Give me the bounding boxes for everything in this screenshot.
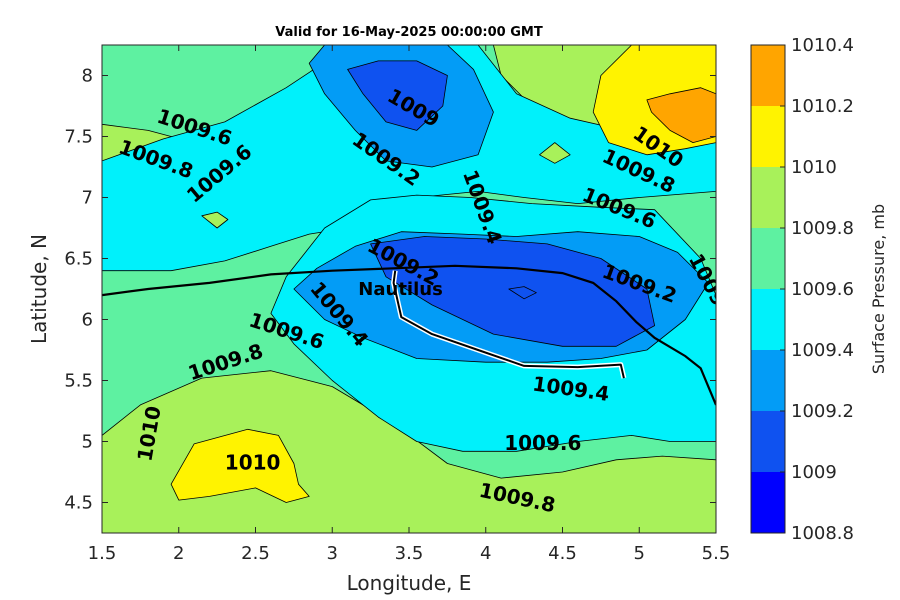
contour-region-16: [646, 87, 716, 144]
x-tick-label-7: 5: [634, 543, 645, 564]
colorbar-swatch-5: [751, 167, 785, 228]
contour-region-4: [102, 370, 716, 533]
coastline: [102, 264, 716, 406]
contour-region-14: [170, 428, 310, 503]
x-tick-label-5: 4: [480, 543, 491, 564]
colorbar-swatch-2: [751, 350, 785, 411]
y-tick-label-7: 8: [82, 66, 93, 87]
colorbar-tick-label-1: 1009: [791, 462, 837, 483]
contour-region-17: [508, 286, 537, 300]
y-tick-label-5: 7: [82, 188, 93, 209]
colorbar-swatch-6: [751, 106, 785, 167]
contour-fills: [102, 45, 716, 533]
contour-region-12: [539, 142, 571, 164]
colorbar-label: Surface Pressure, mb: [869, 204, 888, 374]
x-tick-label-3: 3: [327, 543, 338, 564]
colorbar-tick-label-0: 1008.8: [791, 523, 854, 544]
x-tick-label-2: 2.5: [241, 543, 270, 564]
y-axis-ticks: 4.5 5 5.5 6 6.5 7 7.5 8: [64, 66, 716, 514]
colorbar-tick-label-4: 1009.6: [791, 279, 854, 300]
y-tick-label-6: 7.5: [64, 127, 93, 148]
vessel-track: [392, 270, 625, 379]
colorbar-swatch-3: [751, 289, 785, 350]
contour-label-19: 1010: [225, 451, 281, 475]
colorbar-tick-label-6: 1010: [791, 157, 837, 178]
x-tick-label-0: 1.5: [88, 543, 117, 564]
x-tick-label-4: 3.5: [395, 543, 424, 564]
vessel-label: Nautilus: [358, 279, 443, 300]
colorbar-swatch-1: [751, 411, 785, 472]
colorbar-swatch-0: [751, 472, 785, 533]
colorbar-tick-label-2: 1009.2: [791, 401, 854, 422]
x-axis-label: Longitude, E: [347, 571, 472, 595]
contour-region-11: [347, 60, 448, 131]
y-axis-label: Latitude, N: [27, 234, 51, 344]
colorbar-swatch-4: [751, 228, 785, 289]
x-tick-label-8: 5.5: [702, 543, 731, 564]
colorbar: 1008.8 1009 1009.2 1009.4 1009.6 1009.8 1010 10…: [750, 35, 854, 544]
y-tick-label-1: 5: [82, 432, 93, 453]
y-tick-label-0: 4.5: [64, 493, 93, 514]
x-axis-ticks: 1.5 2 2.5 3 3.5 4 4.5 5 5.5: [88, 45, 731, 564]
contour-label-16: 1009.6: [504, 431, 581, 455]
y-tick-label-4: 6.5: [64, 249, 93, 270]
colorbar-tick-label-3: 1009.4: [791, 340, 854, 361]
x-tick-label-1: 2: [173, 543, 184, 564]
colorbar-tick-label-5: 1009.8: [791, 218, 854, 239]
y-tick-label-2: 5.5: [64, 371, 93, 392]
y-tick-label-3: 6: [82, 310, 93, 331]
track-and-coast: [102, 264, 716, 406]
colorbar-tick-label-7: 1010.2: [791, 96, 854, 117]
colorbar-tick-label-8: 1010.4: [791, 35, 854, 56]
chart-title: Valid for 16-May-2025 00:00:00 GMT: [275, 25, 543, 40]
colorbar-swatch-7: [751, 45, 785, 106]
x-tick-label-6: 4.5: [548, 543, 577, 564]
contour-region-13: [201, 211, 229, 229]
